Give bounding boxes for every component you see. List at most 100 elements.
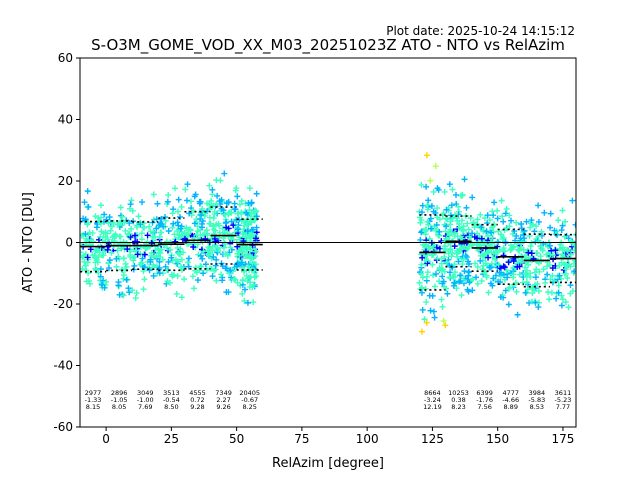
scatter-point	[453, 191, 460, 198]
scatter-point	[562, 266, 569, 273]
scatter-point	[489, 224, 496, 231]
scatter-point	[513, 232, 520, 239]
scatter-point	[465, 272, 472, 279]
scatter-point	[137, 261, 144, 268]
scatter-point	[82, 230, 89, 237]
scatter-point	[213, 200, 220, 207]
scatter-point	[531, 287, 538, 294]
scatter-point	[461, 176, 468, 183]
scatter-point	[555, 289, 562, 296]
scatter-point	[241, 297, 248, 304]
scatter-point	[178, 256, 185, 263]
scatter-point	[115, 279, 122, 286]
scatter-point	[162, 217, 169, 224]
scatter-point	[186, 210, 193, 217]
scatter-point	[430, 188, 437, 195]
scatter-point	[548, 289, 555, 296]
scatter-point	[165, 192, 172, 199]
scatter-point	[433, 226, 440, 233]
y-tick-label: 20	[58, 174, 73, 188]
scatter-point	[110, 219, 117, 226]
scatter-point	[138, 230, 145, 237]
scatter-point	[160, 242, 167, 249]
scatter-point	[447, 246, 454, 253]
scatter-point	[422, 248, 429, 255]
scatter-point	[219, 277, 226, 284]
scatter-point	[177, 225, 184, 232]
scatter-point	[84, 188, 91, 195]
scatter-point	[562, 299, 569, 306]
scatter-point	[533, 266, 540, 273]
scatter-point	[213, 177, 220, 184]
scatter-point	[197, 252, 204, 259]
scatter-point	[478, 224, 485, 231]
scatter-point	[506, 284, 513, 291]
scatter-point	[82, 262, 89, 269]
scatter-point	[567, 251, 574, 258]
scatter-point	[139, 224, 146, 231]
scatter-point	[80, 232, 85, 239]
scatter-point	[569, 197, 576, 204]
scatter-point	[151, 229, 158, 236]
scatter-point	[127, 233, 134, 240]
scatter-point	[236, 252, 243, 259]
scatter-point	[478, 277, 485, 284]
scatter-point	[249, 226, 256, 233]
scatter-point	[110, 233, 117, 240]
scatter-point	[127, 248, 134, 255]
scatter-point	[167, 246, 174, 253]
scatter-point	[227, 244, 234, 251]
scatter-point	[189, 273, 196, 280]
scatter-point	[552, 247, 559, 254]
scatter-point	[182, 186, 189, 193]
scatter-point	[208, 197, 215, 204]
bin-std-label: 8.89	[503, 403, 517, 411]
scatter-point	[103, 278, 110, 285]
scatter-point	[500, 234, 507, 241]
scatter-point	[198, 220, 205, 227]
scatter-point	[113, 255, 120, 262]
scatter-point	[477, 240, 484, 247]
bin-count-label: 3611	[555, 389, 572, 397]
scatter-point	[460, 256, 467, 263]
scatter-point	[244, 275, 251, 282]
scatter-point	[546, 296, 553, 303]
scatter-point	[244, 299, 251, 306]
scatter-point	[168, 254, 175, 261]
scatter-point	[438, 296, 445, 303]
scatter-point	[230, 275, 237, 282]
scatter-point	[128, 197, 135, 204]
scatter-point	[501, 264, 508, 271]
scatter-point	[85, 203, 92, 210]
scatter-point	[527, 224, 534, 231]
scatter-point	[206, 182, 213, 189]
scatter-point	[512, 279, 519, 286]
scatter-point	[97, 202, 104, 209]
scatter-point	[135, 213, 142, 220]
scatter-point	[441, 188, 448, 195]
scatter-point	[464, 220, 471, 227]
scatter-point	[122, 227, 129, 234]
scatter-point	[239, 276, 246, 283]
scatter-point	[501, 248, 508, 255]
scatter-point	[451, 261, 458, 268]
scatter-point	[569, 240, 576, 247]
scatter-point	[439, 273, 446, 280]
scatter-point	[482, 260, 489, 267]
scatter-point	[536, 268, 543, 275]
scatter-point	[234, 193, 241, 200]
scatter-point	[455, 258, 462, 265]
x-tick-label: 100	[356, 432, 379, 446]
scatter-point	[440, 278, 447, 285]
scatter-point	[531, 228, 538, 235]
scatter-point	[252, 207, 259, 214]
scatter-point	[80, 252, 87, 259]
scatter-point	[225, 211, 232, 218]
scatter-point	[469, 287, 476, 294]
scatter-point	[489, 282, 496, 289]
scatter-point	[541, 209, 548, 216]
scatter-point	[523, 279, 530, 286]
scatter-point	[447, 221, 454, 228]
scatter-point	[443, 206, 450, 213]
scatter-point	[508, 246, 515, 253]
